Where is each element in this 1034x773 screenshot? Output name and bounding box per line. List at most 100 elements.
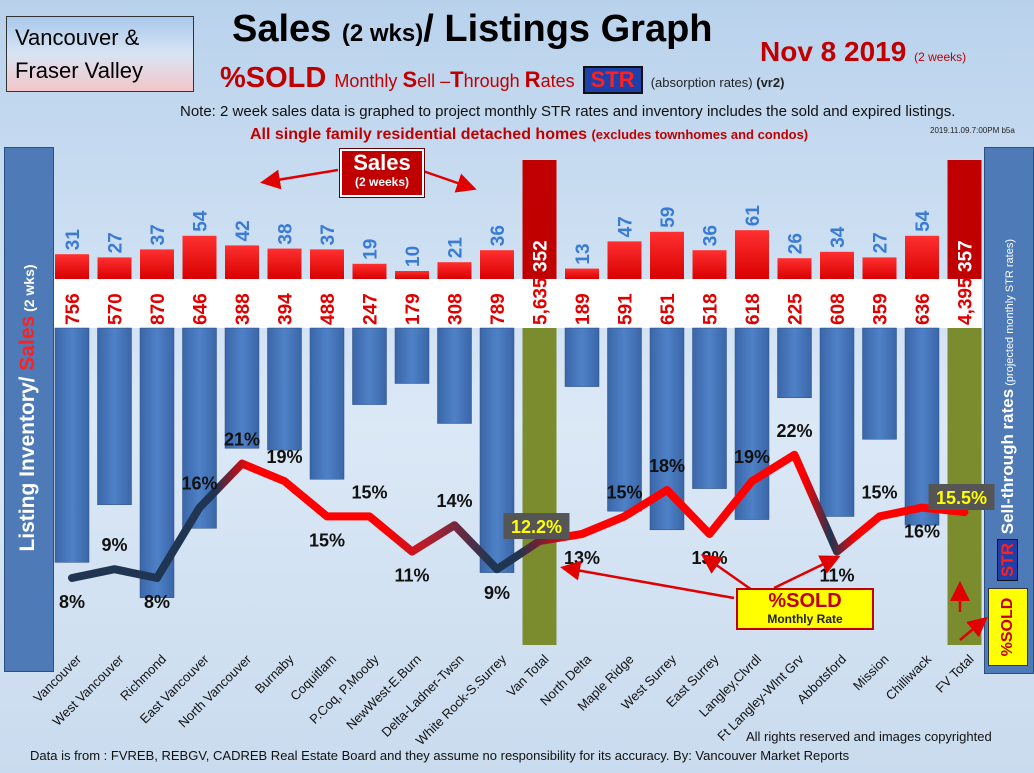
data-note: Note: 2 week sales data is graphed to pr… (180, 103, 956, 120)
sales-bar (395, 271, 429, 279)
sales-callout-main: Sales (353, 150, 411, 175)
subtitle-part: T (450, 67, 464, 92)
sales-label: 34 (828, 226, 849, 248)
callout-arrow (773, 555, 841, 590)
inventory-label: 789 (488, 293, 509, 325)
report-date: Nov 8 2019 (2 weeks) (760, 36, 966, 68)
inventory-label: 5,635 (531, 277, 552, 325)
sold-rate-label: 15% (309, 530, 345, 550)
date-main: Nov 8 2019 (760, 36, 907, 67)
sold-rate-label: 15% (861, 482, 897, 502)
region-line-1: Vancouver & (15, 25, 140, 50)
sold-rate-label: 19% (734, 447, 770, 467)
sales-bar (97, 257, 132, 279)
sales-bar (607, 241, 642, 279)
sales-bar (777, 258, 812, 279)
inventory-bar (394, 327, 430, 384)
inventory-bar (819, 327, 855, 517)
inventory-label: 870 (148, 293, 169, 325)
inventory-label: 608 (828, 293, 849, 325)
inventory-label: 756 (63, 293, 84, 325)
sales-label: 352 (531, 240, 552, 272)
scope-small: (excludes townhomes and condos) (591, 127, 809, 142)
subtitle-part: S (402, 67, 418, 92)
sales-label: 36 (701, 225, 722, 246)
sold-callout-sub: Monthly Rate (767, 612, 843, 626)
timestamp: 2019.11.09.7:00PM b5a (930, 126, 1015, 135)
inventory-bar (139, 327, 175, 598)
subtitle-part: hrough (463, 71, 525, 91)
left-axis-panel (4, 147, 54, 672)
str-badge: STR (582, 66, 643, 94)
sales-callout-sub: (2 weeks) (354, 175, 410, 189)
sales-label: 27 (106, 232, 127, 253)
region-box: Vancouver & Fraser Valley (6, 16, 194, 92)
inventory-bar (267, 327, 302, 451)
sales-label: 10 (403, 246, 424, 267)
sales-label: 357 (956, 240, 977, 272)
right-axis-panel (984, 147, 1034, 674)
inventory-label: 618 (743, 293, 764, 325)
sales-label: 27 (871, 232, 892, 253)
inventory-label: 394 (276, 293, 297, 325)
subtitle-part: R (524, 67, 541, 92)
inventory-label: 4,395 (956, 277, 977, 325)
sales-label: 13 (573, 243, 594, 264)
absorption-text: (absorption rates) (650, 75, 753, 90)
inventory-bar (309, 327, 345, 480)
scope-main: All single family residential detached h… (250, 126, 592, 143)
callout-arrow (560, 560, 735, 600)
sales-label: 26 (786, 233, 807, 254)
sales-label: 54 (191, 210, 212, 232)
inventory-bar (352, 327, 387, 405)
inventory-label: 488 (318, 293, 339, 325)
category-label: FV Total (932, 651, 976, 695)
sales-bar (140, 249, 174, 279)
sales-label: 37 (148, 224, 169, 245)
inventory-bar (97, 327, 132, 505)
copyright-note: All rights reserved and images copyright… (746, 729, 992, 744)
subtitle-description: Monthly Sell –Through Rates (334, 67, 575, 92)
sales-bar (310, 249, 344, 279)
callout-arrow (959, 616, 988, 641)
sold-rate-line (68, 450, 969, 582)
inventory-label: 591 (616, 293, 637, 325)
sold-rate-label: 15% (606, 482, 642, 502)
sales-bar (820, 251, 854, 279)
inventory-bar (692, 327, 727, 489)
sales-bar (225, 245, 259, 279)
sold-rate-label: 9% (101, 535, 127, 555)
sold-rate-label: 9% (484, 583, 510, 603)
sales-label: 38 (276, 223, 297, 244)
sales-bar (55, 254, 89, 279)
inventory-label: 636 (913, 293, 934, 325)
inventory-label: 359 (871, 293, 892, 325)
page-title: Sales (2 wks)/ Listings Graph (232, 8, 713, 51)
inventory-label: 179 (403, 293, 424, 325)
inventory-bar (54, 327, 90, 563)
sales-bar (735, 230, 769, 279)
sold-rate-label: 19% (266, 447, 302, 467)
sold-rate-label: 8% (144, 592, 170, 612)
inventory-bar (607, 327, 642, 512)
absorption-note: (absorption rates) (vr2) (651, 75, 785, 90)
title-rest: / Listings Graph (423, 8, 713, 50)
subtitle-part: ates (540, 71, 575, 91)
sales-label: 21 (446, 237, 467, 259)
inventory-label: 247 (361, 293, 382, 325)
sales-bar (947, 160, 982, 279)
source-note: Data is from : FVREB, REBGV, CADREB Real… (30, 748, 850, 763)
title-main: Sales (232, 8, 342, 50)
sold-rate-label: 14% (436, 491, 472, 511)
inventory-bar (522, 328, 557, 645)
region-line-2: Fraser Valley (15, 58, 143, 83)
subtitle-part: Monthly (334, 71, 403, 91)
sales-label: 42 (233, 220, 254, 241)
inventory-bar (777, 327, 812, 398)
scope-note: All single family residential detached h… (250, 126, 808, 144)
category-label: Chilliwack (883, 651, 935, 703)
subtitle-part: ell – (417, 71, 451, 91)
sold-rate-label: 11% (819, 566, 854, 586)
inventory-bar (564, 327, 600, 387)
